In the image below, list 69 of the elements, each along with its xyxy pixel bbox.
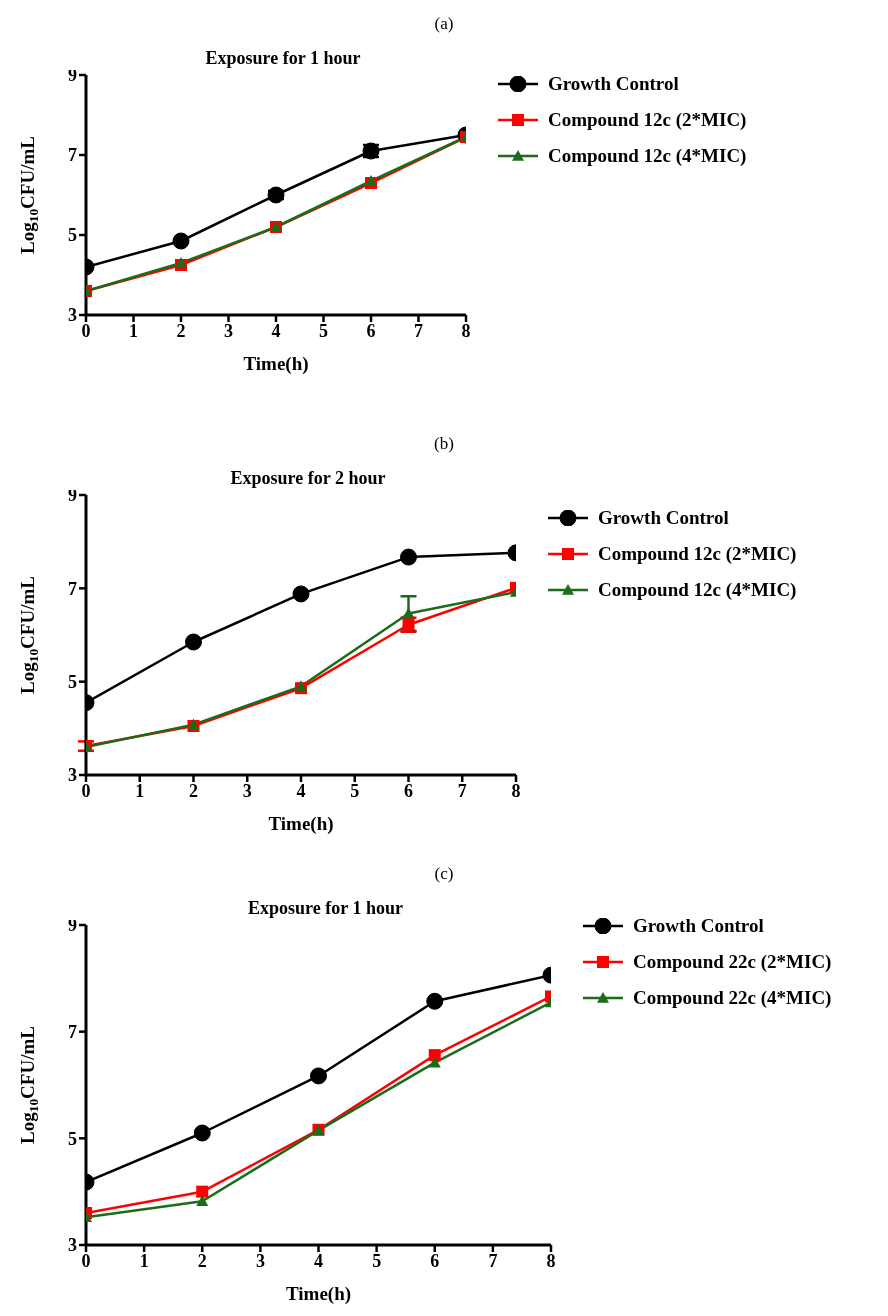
- y-tick-label: 7: [68, 578, 77, 599]
- point: [428, 1049, 441, 1062]
- x-axis-title: Time(h): [243, 353, 309, 375]
- x-tick-label: 7: [414, 320, 423, 341]
- x-tick-label: 1: [135, 780, 145, 801]
- y-tick-label: 9: [68, 65, 77, 86]
- y-tick-label: 5: [68, 225, 77, 246]
- x-tick-label: 0: [81, 780, 91, 801]
- legend-label: Compound 22c (4*MIC): [633, 987, 832, 1009]
- legend-label: Compound 12c (2*MIC): [548, 109, 747, 131]
- x-tick-label: 6: [404, 780, 413, 801]
- x-tick-label: 7: [488, 1250, 498, 1271]
- point: [196, 1195, 209, 1207]
- legend-label: Compound 22c (2*MIC): [633, 951, 832, 973]
- x-axis-title: Time(h): [268, 813, 334, 835]
- x-tick-label: 4: [314, 1250, 323, 1271]
- x-tick-label: 5: [350, 780, 360, 801]
- text: (c): [433, 864, 455, 884]
- x-tick-label: 6: [430, 1250, 440, 1271]
- x-tick-label: 3: [255, 1250, 265, 1271]
- legend-label: Compound 12c (4*MIC): [548, 145, 747, 167]
- legend-label: Compound 12c (4*MIC): [598, 579, 797, 601]
- x-tick-label: 3: [224, 320, 233, 341]
- chart-title: Exposure for 2 hour: [229, 468, 387, 489]
- x-tick-label: 0: [81, 320, 91, 341]
- x-tick-label: 8: [511, 780, 521, 801]
- point: [428, 1056, 441, 1068]
- x-axis-title: Time(h): [285, 1283, 352, 1305]
- x-tick-label: 2: [189, 780, 198, 801]
- x-tick-label: 2: [176, 320, 186, 341]
- x-tick-label: 7: [457, 780, 467, 801]
- x-tick-label: 8: [461, 320, 471, 341]
- chart-title: Exposure for 1 hour: [247, 898, 404, 919]
- point: [172, 232, 190, 250]
- y-tick-label: 3: [68, 305, 77, 326]
- x-tick-label: 2: [197, 1250, 207, 1271]
- point: [193, 1124, 211, 1142]
- x-tick-label: 5: [319, 320, 328, 341]
- x-tick-label: 3: [242, 780, 252, 801]
- y-tick-label: 7: [68, 1022, 77, 1043]
- legend-label: Growth Control: [633, 915, 764, 937]
- point: [185, 633, 202, 651]
- point: [400, 548, 417, 566]
- point: [310, 1067, 327, 1085]
- y-tick-label: 5: [68, 1128, 77, 1149]
- point: [402, 607, 415, 619]
- y-tick-label: 9: [68, 915, 77, 936]
- x-tick-label: 1: [129, 320, 138, 341]
- x-tick-label: 6: [366, 320, 376, 341]
- point: [196, 1185, 209, 1198]
- x-tick-label: 4: [271, 320, 281, 341]
- point: [292, 585, 310, 603]
- y-tick-label: 7: [68, 145, 77, 166]
- legend-label: Growth Control: [598, 507, 729, 529]
- legend-label: Growth Control: [548, 73, 679, 95]
- x-tick-label: 5: [372, 1250, 382, 1271]
- y-tick-label: 9: [68, 485, 77, 506]
- y-tick-label: 3: [68, 765, 77, 786]
- chart-title: Exposure for 1 hour: [204, 48, 362, 69]
- x-tick-label: 0: [81, 1250, 91, 1271]
- text: (a): [433, 14, 455, 34]
- y-tick-label: 3: [68, 1235, 77, 1256]
- x-tick-label: 1: [139, 1250, 149, 1271]
- x-tick-label: 8: [546, 1250, 556, 1271]
- legend-label: Compound 12c (2*MIC): [598, 543, 797, 565]
- x-tick-label: 4: [296, 780, 306, 801]
- y-tick-label: 5: [68, 672, 77, 693]
- point: [426, 992, 444, 1010]
- text: (b): [433, 434, 455, 454]
